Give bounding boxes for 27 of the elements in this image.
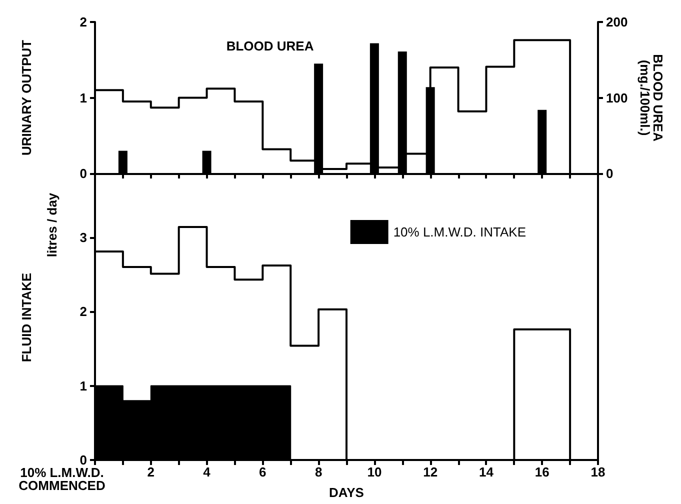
x-tick-label: 8 <box>314 464 322 480</box>
x-tick-label: 12 <box>423 464 438 480</box>
x-tick-label: 16 <box>534 464 550 480</box>
x-tick-label: 14 <box>478 464 494 480</box>
y2-tick-label: 0 <box>606 166 614 181</box>
text: 10% L.M.W.D. COMMENCED <box>18 465 106 493</box>
x-tick-label: 4 <box>203 464 212 480</box>
y2-axis-title: BLOOD UREA (mg./100ml.) <box>638 54 666 142</box>
y-tick-label: 1 <box>80 378 87 394</box>
y-tick-label: 0 <box>80 452 87 468</box>
x-tick-label: 10 <box>367 464 382 480</box>
x-axis-title: DAYS <box>329 485 364 500</box>
annotation: BLOOD UREA <box>226 38 314 54</box>
y-tick-label: 2 <box>80 14 87 30</box>
x-tick-label: 18 <box>590 464 606 480</box>
y-axis-title: URINARY OUTPUT <box>19 40 34 156</box>
y-tick-label: 1 <box>80 90 87 106</box>
text: litres / day <box>44 192 60 258</box>
legend-label: 10% L.M.W.D. INTAKE <box>393 224 526 240</box>
y2-tick-label: 100 <box>606 90 628 106</box>
x-tick-label: 2 <box>147 464 155 480</box>
y-axis-title: FLUID INTAKE <box>19 272 34 362</box>
y-tick-label: 2 <box>80 304 87 320</box>
y-tick-label: 3 <box>80 230 87 245</box>
y-tick-label: 0 <box>80 166 87 181</box>
y2-tick-label: 200 <box>606 14 628 30</box>
x-tick-label: 6 <box>259 464 266 480</box>
